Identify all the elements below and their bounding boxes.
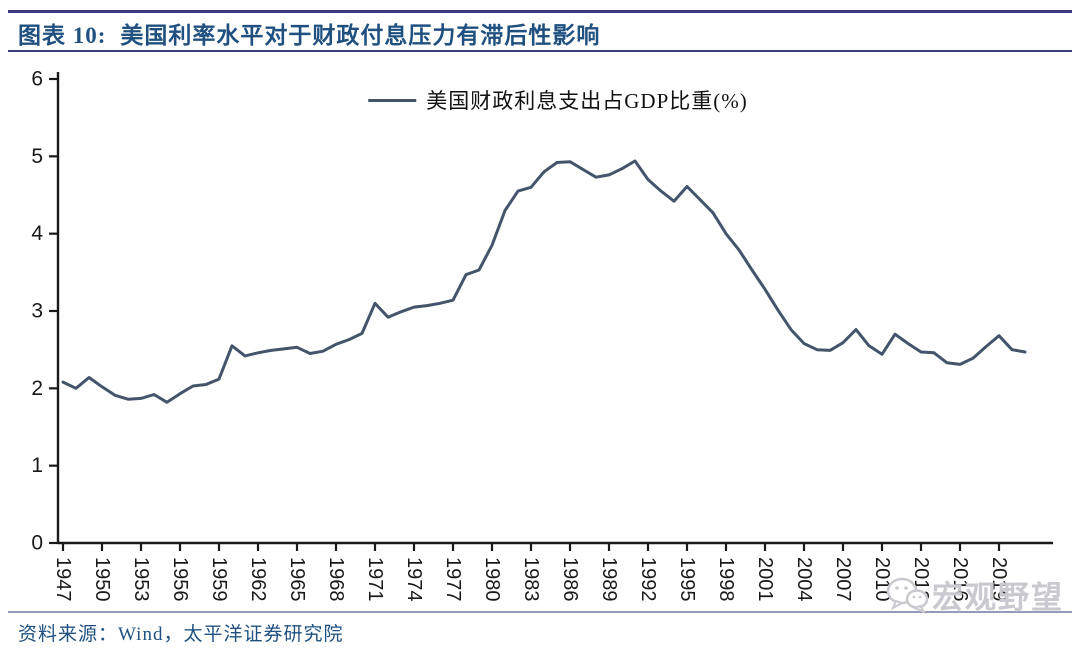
x-tick-label: 1947: [52, 557, 74, 602]
x-tick-label: 1968: [325, 557, 347, 602]
figure-title: 美国利率水平对于财政付息压力有滞后性影响: [120, 23, 601, 48]
y-tick-label: 4: [31, 222, 43, 245]
y-tick-label: 6: [31, 68, 43, 91]
x-tick-label: 1998: [715, 557, 737, 602]
legend-line-marker: [368, 98, 417, 102]
x-tick-label: 1965: [286, 557, 308, 602]
x-tick-label: 1953: [130, 557, 152, 602]
x-tick-label: 1959: [208, 557, 230, 602]
x-tick-label: 1962: [247, 557, 269, 602]
x-tick-label: 1971: [364, 557, 386, 602]
title-rule-top: [8, 10, 1072, 13]
x-tick-label: 2007: [832, 557, 854, 602]
x-tick-label: 1986: [559, 557, 581, 602]
source-text: 资料来源：Wind，太平洋证券研究院: [18, 624, 344, 645]
legend: 美国财政利息支出占GDP比重(%): [368, 87, 748, 113]
x-tick-label: 2004: [793, 557, 815, 602]
x-tick-label: 1974: [403, 557, 425, 602]
title-rule-bottom: [8, 50, 1072, 52]
x-tick-label: 2016: [949, 557, 971, 602]
x-tick-label: 1989: [598, 557, 620, 602]
legend-label: 美国财政利息支出占GDP比重(%): [426, 89, 748, 113]
x-tick-label: 2013: [910, 557, 932, 602]
page-title: 图表 10: 美国利率水平对于财政付息压力有滞后性影响: [18, 16, 1018, 50]
x-tick-label: 2010: [871, 557, 893, 602]
y-tick-label: 1: [31, 454, 43, 477]
y-tick-label: 0: [31, 532, 43, 555]
y-tick-label: 5: [31, 145, 43, 168]
figure-number: 图表 10:: [18, 23, 107, 48]
x-tick-label: 1956: [169, 557, 191, 602]
x-tick-label: 1983: [520, 557, 542, 602]
x-tick-label: 1950: [91, 557, 113, 602]
x-tick-label: 1980: [481, 557, 503, 602]
x-tick-label: 1977: [442, 557, 464, 602]
data-line: [61, 159, 1027, 404]
x-tick-label: 2019: [988, 557, 1010, 602]
x-tick-label: 1995: [676, 557, 698, 602]
y-tick-label: 2: [31, 377, 43, 400]
x-tick-label: 1992: [637, 557, 659, 602]
footer-separator: [8, 611, 1072, 613]
x-tick-label: 2001: [754, 557, 776, 602]
y-tick-label: 3: [31, 300, 43, 323]
